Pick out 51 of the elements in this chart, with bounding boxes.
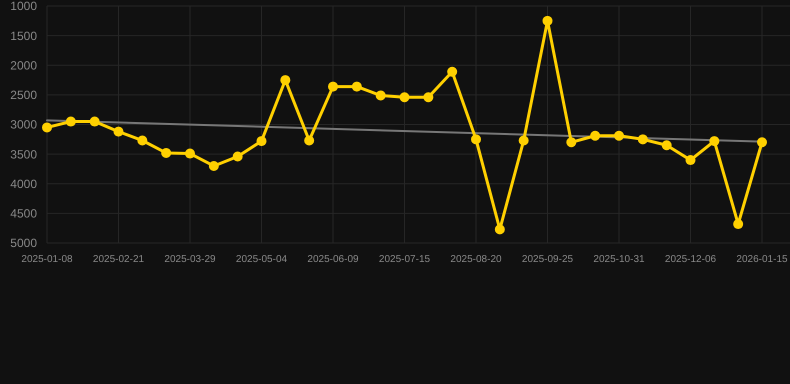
- y-tick-label: 1000: [10, 0, 38, 14]
- x-tick-label: 2025-09-25: [522, 254, 574, 265]
- point: [471, 134, 481, 144]
- point: [328, 82, 338, 92]
- point: [304, 135, 314, 146]
- point: [280, 75, 290, 86]
- point: [757, 137, 767, 148]
- y-tick-label: 4500: [10, 206, 38, 221]
- point: [114, 126, 124, 137]
- point: [256, 136, 266, 146]
- x-tick-label: 2025-05-04: [236, 254, 288, 265]
- point: [423, 92, 434, 102]
- point: [638, 134, 648, 144]
- y-tick-label: 3500: [10, 147, 38, 162]
- point: [447, 66, 458, 77]
- y-tick-label: 1500: [10, 28, 38, 43]
- x-tick-label: 2025-02-21: [92, 254, 145, 265]
- point: [90, 116, 100, 127]
- x-tick-label: 2025-08-20: [450, 254, 502, 265]
- y-tick-label: 5000: [10, 236, 38, 250]
- y-tick-label: 2500: [10, 88, 38, 102]
- point: [733, 219, 744, 230]
- point: [185, 148, 195, 159]
- x-tick-label: 2025-10-31: [593, 254, 646, 265]
- point: [137, 135, 148, 146]
- point: [400, 92, 410, 102]
- point: [161, 148, 172, 158]
- point: [352, 82, 362, 92]
- point: [518, 135, 529, 146]
- point: [66, 116, 76, 127]
- point: [662, 140, 672, 150]
- point: [709, 136, 720, 146]
- x-tick-label: 2025-12-06: [664, 254, 717, 265]
- x-tick-label: 2025-01-08: [21, 254, 74, 265]
- y-tick-label: 2000: [10, 58, 38, 72]
- x-tick-label: 2026-01-15: [736, 254, 788, 265]
- point: [590, 130, 600, 141]
- x-tick-label: 2025-06-09: [307, 254, 360, 265]
- point: [566, 137, 576, 148]
- point: [494, 224, 505, 234]
- point: [376, 90, 386, 100]
- x-tick-label: 2025-03-29: [164, 254, 216, 265]
- point: [42, 122, 52, 132]
- point: [614, 130, 624, 141]
- y-tick-label: 4000: [10, 176, 38, 191]
- point: [686, 155, 696, 166]
- point: [208, 160, 219, 171]
- point: [232, 151, 243, 162]
- y-tick-label: 3000: [10, 118, 38, 132]
- point: [542, 16, 552, 26]
- x-tick-label: 2025-07-15: [378, 254, 431, 265]
